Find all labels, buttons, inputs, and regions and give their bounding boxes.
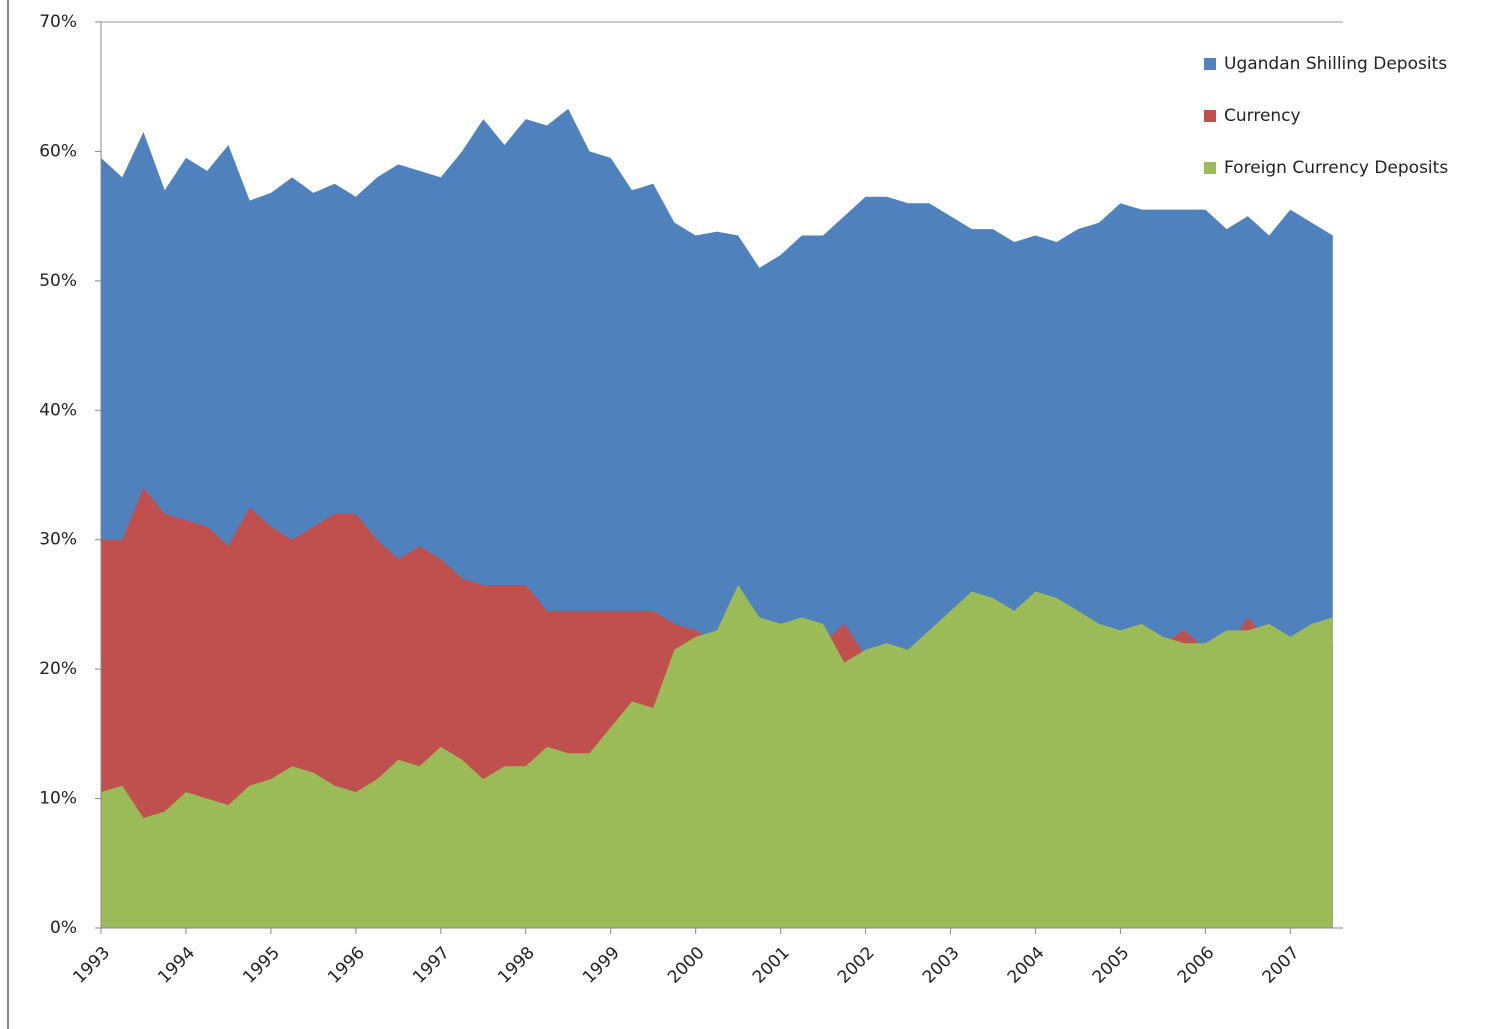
- y-tick-label: 20%: [39, 659, 77, 679]
- x-tick-label: 1994: [154, 943, 199, 988]
- x-tick-label: 2007: [1259, 943, 1304, 988]
- legend-label: Ugandan Shilling Deposits: [1224, 54, 1447, 74]
- x-tick-label: 1993: [69, 943, 114, 988]
- x-tick-label: 2000: [664, 943, 709, 988]
- y-tick-label: 40%: [39, 400, 77, 420]
- x-tick-label: 2003: [919, 943, 964, 988]
- y-tick-label: 60%: [39, 141, 77, 161]
- legend-swatch: [1204, 162, 1216, 174]
- x-tick-label: 2004: [1004, 943, 1049, 988]
- x-tick-label: 1999: [579, 943, 624, 988]
- y-tick-label: 10%: [39, 789, 77, 809]
- y-tick-label: 70%: [39, 12, 77, 32]
- x-tick-label: 1997: [409, 943, 454, 988]
- legend-swatch: [1204, 110, 1216, 122]
- legend-label: Currency: [1224, 106, 1301, 126]
- y-tick-label: 0%: [50, 918, 77, 938]
- y-tick-label: 50%: [39, 271, 77, 291]
- x-tick-label: 1995: [239, 943, 284, 988]
- y-tick-label: 30%: [39, 530, 77, 550]
- x-tick-label: 2006: [1174, 943, 1219, 988]
- x-tick-label: 2001: [749, 943, 794, 988]
- area: [101, 585, 1333, 928]
- x-tick-label: 2005: [1089, 943, 1134, 988]
- x-tick-label: 1998: [494, 943, 539, 988]
- x-tick-label: 1996: [324, 943, 369, 988]
- legend-label: Foreign Currency Deposits: [1224, 158, 1448, 178]
- legend-swatch: [1204, 58, 1216, 70]
- x-tick-label: 2002: [834, 943, 879, 988]
